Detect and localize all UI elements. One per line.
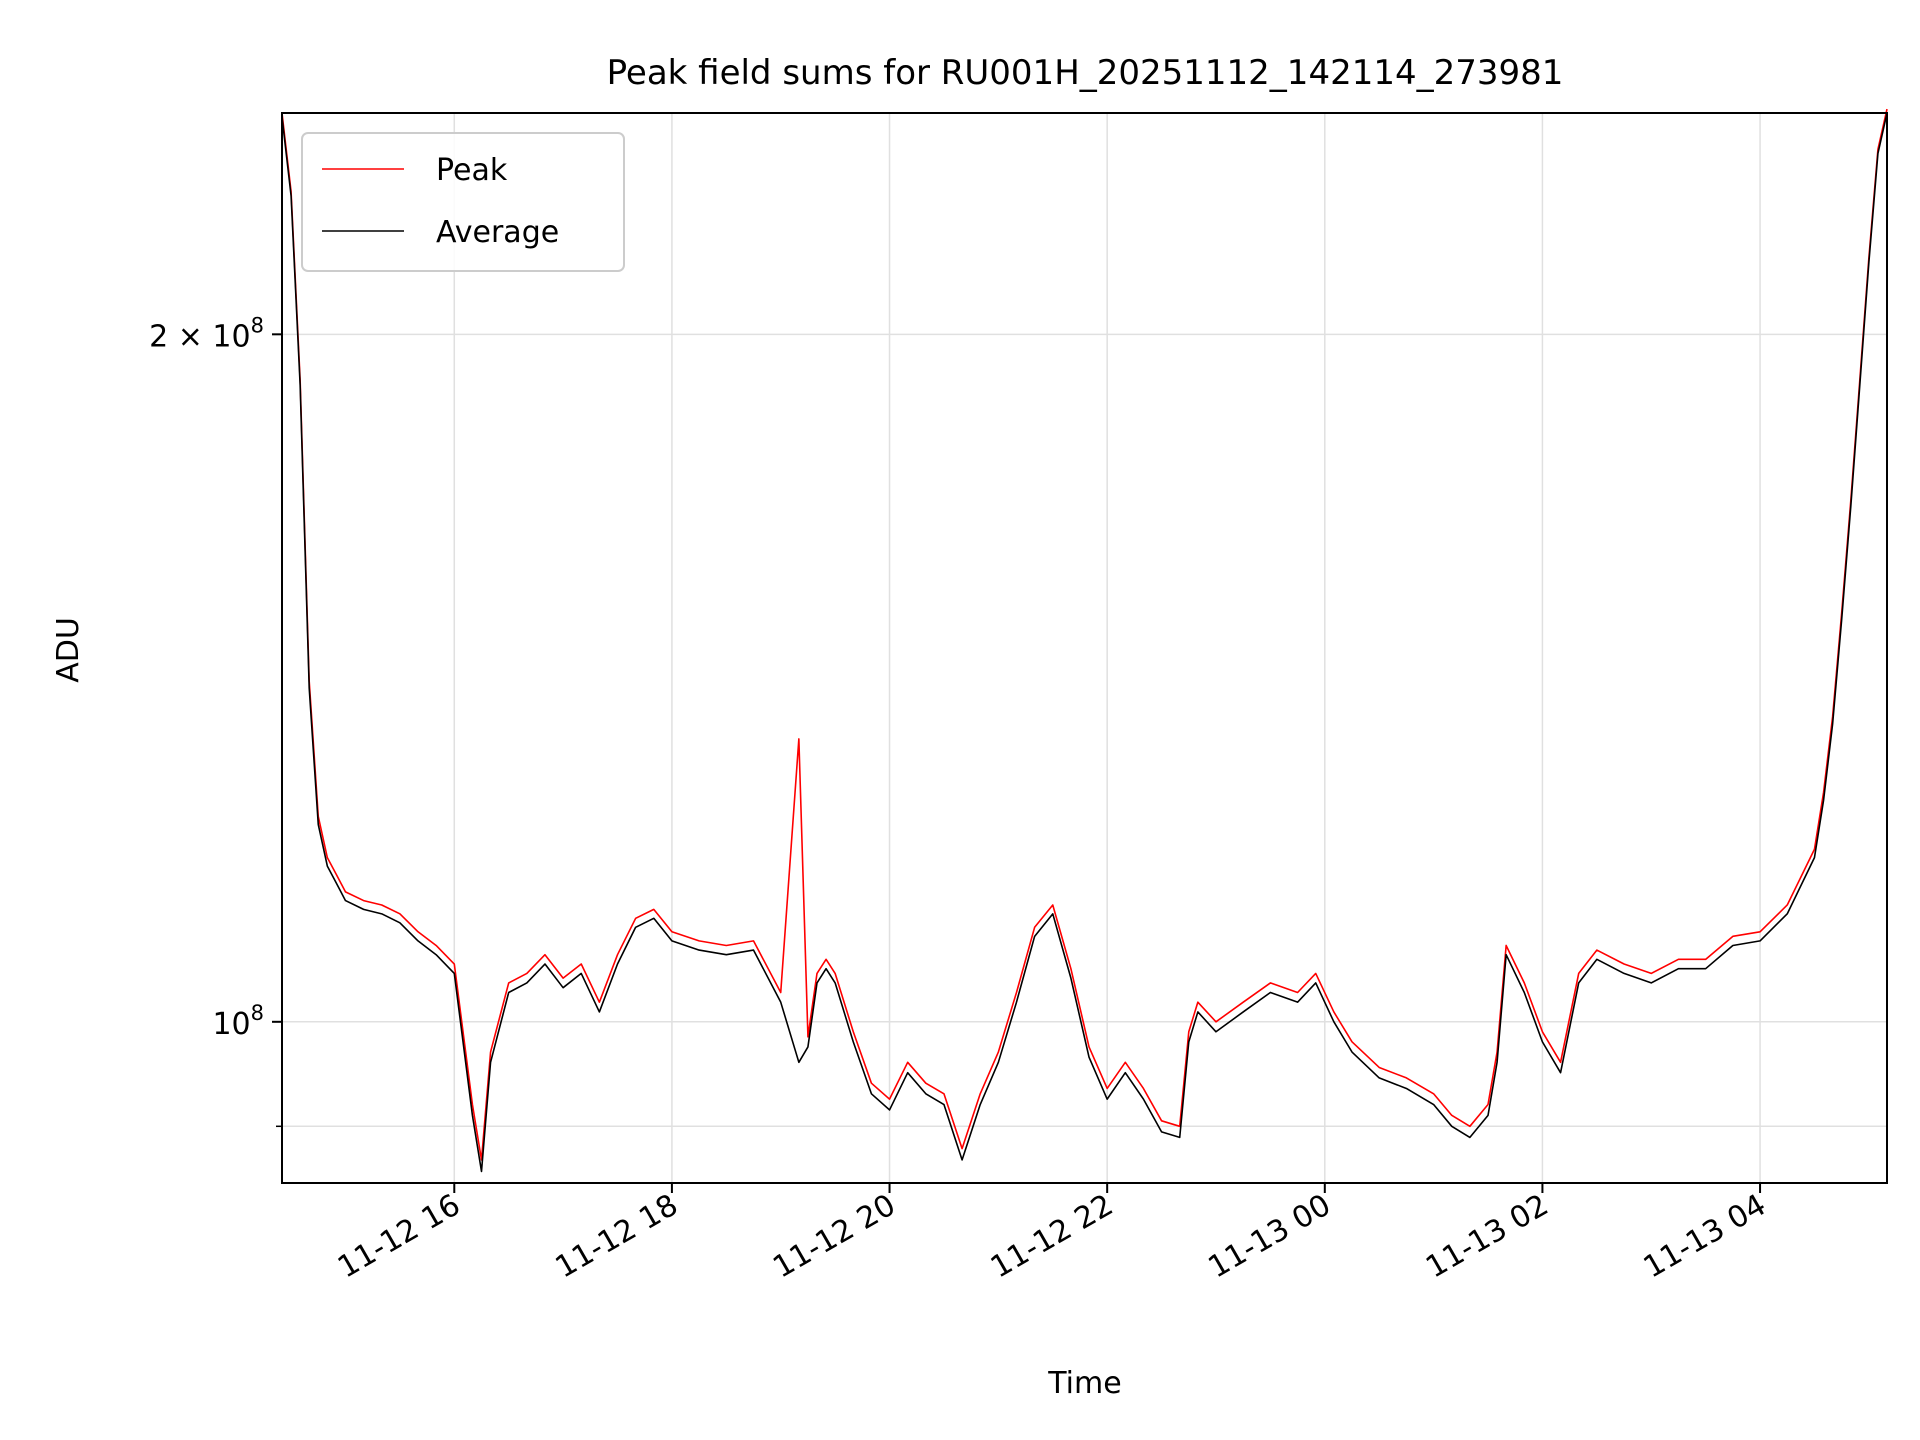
y-tick-label-exponent: 8 (251, 1001, 264, 1025)
legend-label-average: Average (436, 215, 559, 250)
chart-title: Peak field sums for RU001H_20251112_1421… (607, 53, 1564, 93)
series-line-average (281, 112, 1888, 1173)
legend-box (301, 132, 625, 272)
y-tick-label-exponent: 8 (251, 313, 264, 337)
y-tick-label: 108 (212, 1001, 264, 1042)
grid-lines (282, 113, 1887, 1183)
legend: Peak Average (301, 132, 625, 272)
plot-area-frame (281, 112, 1888, 1184)
x-axis-label: Time (1047, 1366, 1121, 1401)
y-tick-label: 2 × 108 (149, 313, 264, 354)
y-tick-label-base: 10 (212, 1007, 250, 1042)
y-tick-label-base: 2 × 10 (149, 319, 250, 354)
legend-label-peak: Peak (436, 153, 508, 188)
series-line-peak (281, 108, 1888, 1161)
y-axis-label: ADU (51, 617, 86, 683)
series-layer (281, 108, 1888, 1173)
